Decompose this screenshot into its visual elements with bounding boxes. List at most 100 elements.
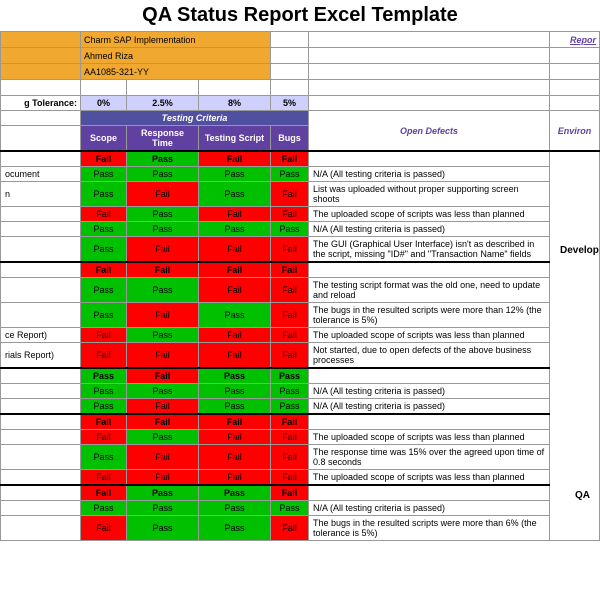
summary-cell: Fail [199,414,271,430]
status-cell: Pass [271,222,309,237]
status-cell: Pass [199,303,271,328]
status-cell: Pass [81,278,127,303]
env-header: Environ [550,111,600,152]
status-cell: Pass [271,399,309,415]
status-cell: Fail [127,182,199,207]
status-cell: Fail [271,343,309,369]
status-cell: Pass [127,222,199,237]
defect-text: The uploaded scope of scripts was less t… [309,207,550,222]
defect-text: N/A (All testing criteria is passed) [309,384,550,399]
status-cell: Pass [127,207,199,222]
page-title: QA Status Report Excel Template [0,0,600,31]
status-cell: Pass [271,501,309,516]
status-cell: Pass [199,516,271,541]
summary-cell: Fail [127,414,199,430]
status-cell: Fail [199,343,271,369]
status-cell: Pass [271,167,309,182]
criteria-header: Testing Criteria [81,111,309,126]
status-cell: Fail [271,470,309,486]
status-cell: Pass [81,384,127,399]
status-cell: Fail [81,343,127,369]
status-cell: Fail [199,328,271,343]
row-label: ce Report) [1,328,81,343]
summary-cell: Fail [81,414,127,430]
row-label [1,516,81,541]
defect-text: N/A (All testing criteria is passed) [309,167,550,182]
status-cell: Pass [127,384,199,399]
status-cell: Fail [81,470,127,486]
env-dev: Develop [560,245,599,256]
defect-text: The testing script format was the old on… [309,278,550,303]
defect-text: The uploaded scope of scripts was less t… [309,328,550,343]
row-label [1,278,81,303]
summary-cell: Fail [199,151,271,167]
owner-name: Ahmed Riza [81,48,271,64]
qa-table: Charm SAP ImplementationReporAhmed RizaA… [0,31,600,541]
summary-cell: Pass [271,368,309,384]
defect-text: The uploaded scope of scripts was less t… [309,430,550,445]
status-cell: Fail [127,343,199,369]
summary-cell: Fail [271,414,309,430]
status-cell: Fail [199,445,271,470]
status-cell: Pass [199,384,271,399]
status-cell: Fail [271,237,309,263]
summary-cell: Fail [127,368,199,384]
row-label [1,430,81,445]
status-cell: Fail [199,430,271,445]
project-name: Charm SAP Implementation [81,32,271,48]
row-label: n [1,182,81,207]
status-cell: Pass [199,182,271,207]
defect-text: The GUI (Graphical User Interface) isn't… [309,237,550,263]
status-cell: Fail [127,470,199,486]
status-cell: Fail [81,516,127,541]
status-cell: Fail [271,516,309,541]
status-cell: Pass [199,167,271,182]
row-label: ocument [1,167,81,182]
report-link: Repor [550,32,600,48]
tolerance-1: 2.5% [127,96,199,111]
status-cell: Fail [81,207,127,222]
summary-cell: Pass [127,151,199,167]
status-cell: Pass [127,328,199,343]
row-label [1,445,81,470]
status-cell: Fail [127,303,199,328]
status-cell: Fail [127,399,199,415]
defect-text: The bugs in the resulted scripts were mo… [309,516,550,541]
status-cell: Fail [271,303,309,328]
tolerance-0: 0% [81,96,127,111]
status-cell: Fail [271,445,309,470]
row-label [1,237,81,263]
status-cell: Pass [81,399,127,415]
env-cell [550,151,600,541]
scope-header: Scope [81,126,127,152]
summary-cell: Fail [81,485,127,501]
status-cell: Pass [81,182,127,207]
status-cell: Pass [81,237,127,263]
row-label [1,207,81,222]
summary-cell: Fail [271,151,309,167]
status-cell: Fail [127,237,199,263]
status-cell: Pass [271,384,309,399]
defect-text: N/A (All testing criteria is passed) [309,501,550,516]
row-label [1,470,81,486]
status-cell: Pass [199,501,271,516]
status-cell: Pass [127,278,199,303]
env-qa: QA [575,490,590,501]
status-cell: Fail [271,328,309,343]
tolerance-3: 5% [271,96,309,111]
summary-cell: Fail [271,485,309,501]
status-cell: Pass [81,167,127,182]
status-cell: Fail [271,278,309,303]
defect-text: The response time was 15% over the agree… [309,445,550,470]
defect-text: Not started, due to open defects of the … [309,343,550,369]
summary-cell: Fail [199,262,271,278]
tolerance-label: g Tolerance: [1,96,81,111]
summary-cell: Pass [127,485,199,501]
status-cell: Fail [271,430,309,445]
row-label [1,501,81,516]
defects-header: Open Defects [309,111,550,152]
defect-text: N/A (All testing criteria is passed) [309,222,550,237]
summary-cell: Fail [81,262,127,278]
status-cell: Pass [127,516,199,541]
defect-text: The bugs in the resulted scripts were mo… [309,303,550,328]
